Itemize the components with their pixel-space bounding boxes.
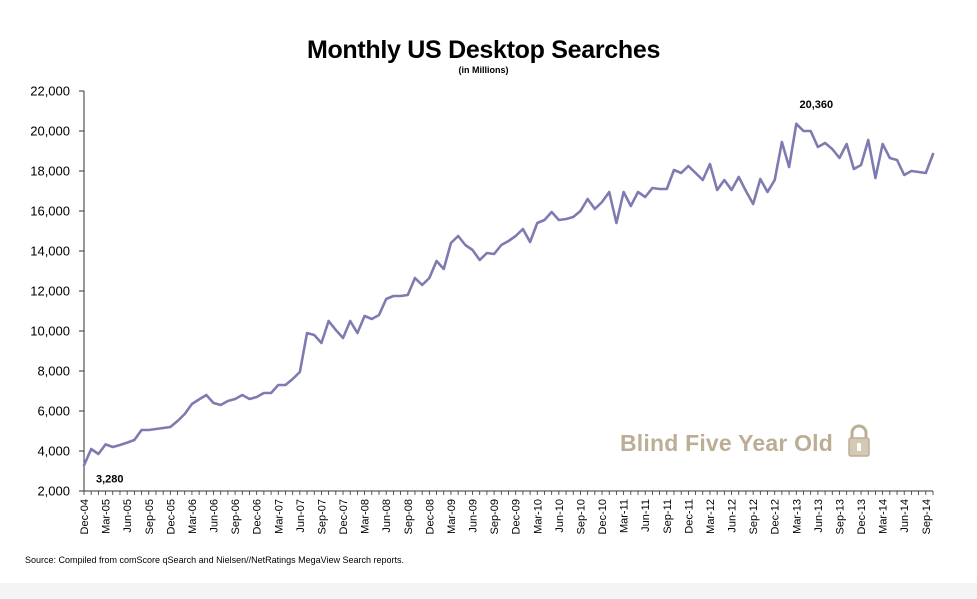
x-tick-label: Mar-06 [187,499,199,534]
x-tick-label: Dec-11 [683,499,695,534]
y-tick-label: 10,000 [30,324,70,339]
x-tick-label: Jun-11 [640,499,652,532]
x-tick-label: Jun-09 [468,499,480,533]
x-tick-label: Dec-06 [252,499,264,534]
series-layer [82,122,935,467]
x-tick-label: Sep-07 [316,499,328,534]
y-tick-label: 14,000 [30,244,70,259]
y-tick-label: 16,000 [30,204,70,219]
y-tick-label: 6,000 [37,404,70,419]
chart-subtitle: (in Millions) [458,65,509,75]
y-tick-label: 8,000 [37,364,70,379]
x-tick-label: Dec-10 [597,499,609,534]
x-tick-label: Jun-13 [813,499,825,533]
x-tick-label: Dec-13 [856,499,868,534]
x-tick-label: Jun-12 [727,499,739,533]
x-tick-label: Jun-08 [381,499,393,533]
x-tick-label: Dec-08 [424,499,436,534]
x-tick-label: Mar-10 [532,499,544,534]
x-tick-label: Mar-05 [101,499,113,534]
source-note: Source: Compiled from comScore qSearch a… [25,555,405,565]
data-label: 20,360 [799,99,833,111]
y-tick-label: 22,000 [30,84,70,99]
y-tick-label: 20,000 [30,124,70,139]
x-tick-label: Mar-08 [360,499,372,534]
x-tick-label: Sep-06 [230,499,242,534]
x-tick-label: Sep-12 [748,499,760,534]
x-tick-label: Jun-14 [899,499,911,533]
x-tick-label: Mar-14 [878,499,890,534]
annotation-layer: 3,280 20,360 [96,99,833,486]
x-tick-label: Sep-05 [144,499,156,534]
x-tick-label: Sep-10 [575,499,587,534]
x-tick-label: Sep-08 [403,499,415,534]
x-tick-label: Sep-09 [489,499,501,534]
x-tick-label: Jun-06 [209,499,221,533]
y-axis-ticks: 2,000 4,000 6,000 8,000 10,000 12,000 14,000 16… [30,84,84,499]
x-tick-label: Sep-14 [921,499,933,534]
x-axis-ticks: Dec-04 Mar-05 Jun-05 Sep-05 Dec-05 Mar-06 Jun-… [79,491,934,534]
x-tick-label: Jun-10 [554,499,566,533]
x-tick-label: Jun-07 [295,499,307,533]
x-tick-label: Mar-13 [791,499,803,534]
x-tick-label: Dec-04 [79,499,91,534]
x-tick-label: Sep-11 [662,499,674,534]
padlock-logo-icon [848,424,870,457]
bottom-band [0,583,977,599]
y-tick-label: 12,000 [30,284,70,299]
chart-title: Monthly US Desktop Searches [306,36,661,64]
x-tick-label: Dec-09 [511,499,523,534]
y-tick-label: 2,000 [37,484,70,499]
x-tick-label: Mar-07 [273,499,285,534]
x-tick-label: Dec-05 [165,499,177,534]
x-tick-label: Sep-13 [834,499,846,534]
x-tick-label: Dec-07 [338,499,350,534]
data-label: 3,280 [96,473,124,485]
x-tick-label: Mar-09 [446,499,458,534]
y-tick-label: 4,000 [37,444,70,459]
x-tick-label: Mar-11 [619,499,631,533]
x-tick-label: Jun-05 [122,499,134,533]
series-line [82,122,935,467]
x-tick-label: Dec-12 [770,499,782,534]
x-tick-label: Mar-12 [705,499,717,534]
watermark-logo-text: Blind Five Year Old [620,430,834,456]
y-tick-label: 18,000 [30,164,70,179]
